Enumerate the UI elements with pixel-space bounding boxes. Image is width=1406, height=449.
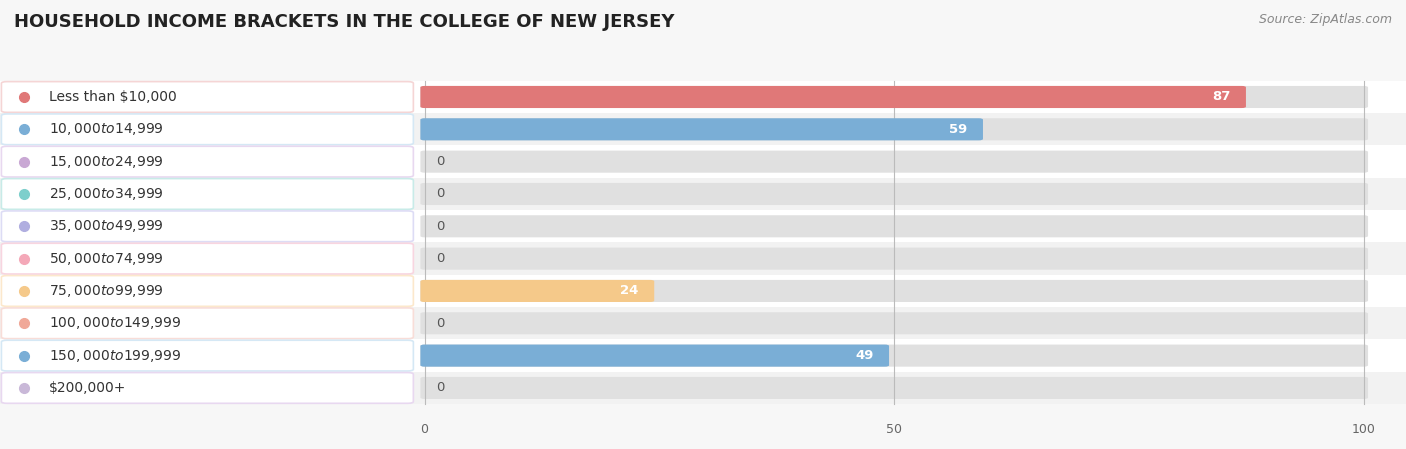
FancyBboxPatch shape: [1, 308, 413, 339]
Text: Less than $10,000: Less than $10,000: [49, 90, 177, 104]
FancyBboxPatch shape: [420, 183, 1368, 205]
Text: 24: 24: [620, 285, 638, 297]
Text: $25,000 to $34,999: $25,000 to $34,999: [49, 186, 165, 202]
Text: 0: 0: [436, 220, 444, 233]
Bar: [0, 145, 1406, 178]
Text: $200,000+: $200,000+: [49, 381, 127, 395]
FancyBboxPatch shape: [420, 280, 1368, 302]
Text: 100: 100: [1353, 423, 1375, 436]
FancyBboxPatch shape: [420, 118, 983, 141]
Bar: [0, 339, 1406, 372]
Text: $50,000 to $74,999: $50,000 to $74,999: [49, 251, 165, 267]
FancyBboxPatch shape: [420, 280, 654, 302]
FancyBboxPatch shape: [1, 179, 413, 209]
Text: $35,000 to $49,999: $35,000 to $49,999: [49, 218, 165, 234]
Text: 50: 50: [886, 423, 903, 436]
Text: 0: 0: [436, 317, 444, 330]
Bar: [0, 275, 1406, 307]
FancyBboxPatch shape: [1, 211, 413, 242]
Text: HOUSEHOLD INCOME BRACKETS IN THE COLLEGE OF NEW JERSEY: HOUSEHOLD INCOME BRACKETS IN THE COLLEGE…: [14, 13, 675, 31]
Text: Source: ZipAtlas.com: Source: ZipAtlas.com: [1258, 13, 1392, 26]
Text: $75,000 to $99,999: $75,000 to $99,999: [49, 283, 165, 299]
Text: 0: 0: [436, 382, 444, 394]
Text: 59: 59: [949, 123, 967, 136]
Bar: [0, 178, 1406, 210]
Bar: [0, 81, 1406, 113]
FancyBboxPatch shape: [1, 373, 413, 403]
FancyBboxPatch shape: [420, 344, 1368, 367]
FancyBboxPatch shape: [1, 82, 413, 112]
Text: 0: 0: [436, 252, 444, 265]
FancyBboxPatch shape: [420, 118, 1368, 141]
FancyBboxPatch shape: [420, 86, 1368, 108]
FancyBboxPatch shape: [420, 312, 1368, 335]
Text: 0: 0: [436, 188, 444, 200]
FancyBboxPatch shape: [1, 114, 413, 145]
FancyBboxPatch shape: [1, 340, 413, 371]
FancyBboxPatch shape: [420, 377, 1368, 399]
FancyBboxPatch shape: [420, 344, 889, 367]
Bar: [0, 372, 1406, 404]
Text: $150,000 to $199,999: $150,000 to $199,999: [49, 348, 181, 364]
FancyBboxPatch shape: [1, 243, 413, 274]
FancyBboxPatch shape: [420, 247, 1368, 270]
FancyBboxPatch shape: [420, 150, 1368, 173]
Text: 0: 0: [420, 423, 429, 436]
FancyBboxPatch shape: [1, 276, 413, 306]
Text: 49: 49: [855, 349, 873, 362]
Text: $10,000 to $14,999: $10,000 to $14,999: [49, 121, 165, 137]
Text: 87: 87: [1212, 91, 1230, 103]
Text: 0: 0: [436, 155, 444, 168]
Bar: [0, 113, 1406, 145]
Text: $100,000 to $149,999: $100,000 to $149,999: [49, 315, 181, 331]
FancyBboxPatch shape: [420, 215, 1368, 238]
Bar: [0, 210, 1406, 242]
Text: $15,000 to $24,999: $15,000 to $24,999: [49, 154, 165, 170]
Bar: [0, 307, 1406, 339]
FancyBboxPatch shape: [420, 86, 1246, 108]
FancyBboxPatch shape: [1, 146, 413, 177]
Bar: [0, 242, 1406, 275]
